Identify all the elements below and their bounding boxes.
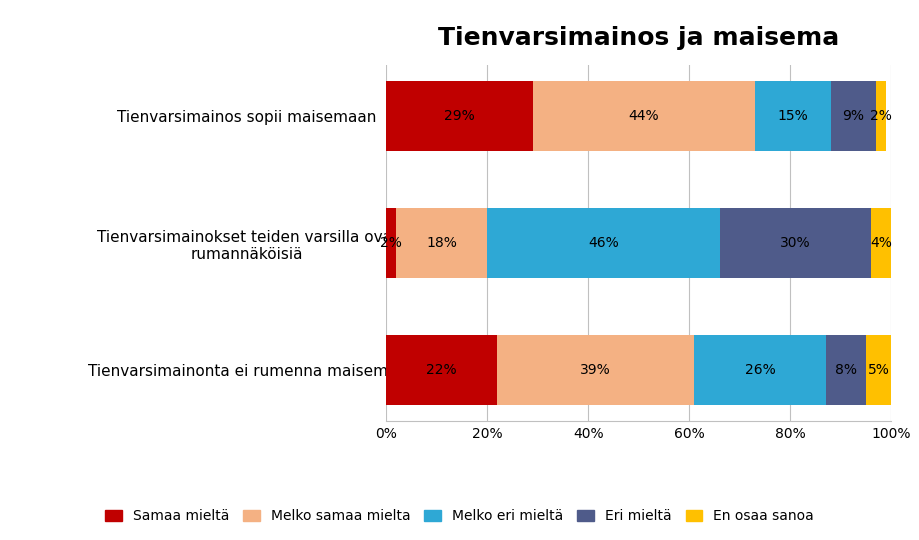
Bar — [386, 335, 497, 405]
Bar — [877, 81, 886, 151]
Bar — [386, 81, 532, 151]
Bar — [720, 208, 871, 278]
Text: 15%: 15% — [777, 109, 808, 123]
Text: 39%: 39% — [581, 363, 611, 377]
Text: 18%: 18% — [426, 236, 457, 250]
Text: 26%: 26% — [744, 363, 776, 377]
Bar — [755, 81, 831, 151]
Text: 2%: 2% — [380, 236, 402, 250]
Legend: Samaa mieltä, Melko samaa mielta, Melko eri mieltä, Eri mieltä, En osaa sanoa: Samaa mieltä, Melko samaa mielta, Melko … — [101, 505, 818, 528]
Bar — [532, 81, 755, 151]
Title: Tienvarsimainos ja maisema: Tienvarsimainos ja maisema — [438, 26, 839, 50]
Bar — [866, 335, 891, 405]
Bar — [487, 208, 720, 278]
Text: 30%: 30% — [780, 236, 811, 250]
Bar — [695, 335, 825, 405]
Text: 29%: 29% — [444, 109, 474, 123]
Bar — [497, 335, 695, 405]
Text: 22%: 22% — [426, 363, 457, 377]
Text: 44%: 44% — [629, 109, 659, 123]
Bar — [386, 208, 396, 278]
Bar — [831, 81, 877, 151]
Text: 9%: 9% — [843, 109, 865, 123]
Text: 8%: 8% — [835, 363, 857, 377]
Text: 4%: 4% — [870, 236, 892, 250]
Bar — [396, 208, 487, 278]
Bar — [871, 208, 891, 278]
Text: 2%: 2% — [870, 109, 892, 123]
Bar — [825, 335, 866, 405]
Text: 46%: 46% — [588, 236, 618, 250]
Text: 5%: 5% — [868, 363, 890, 377]
